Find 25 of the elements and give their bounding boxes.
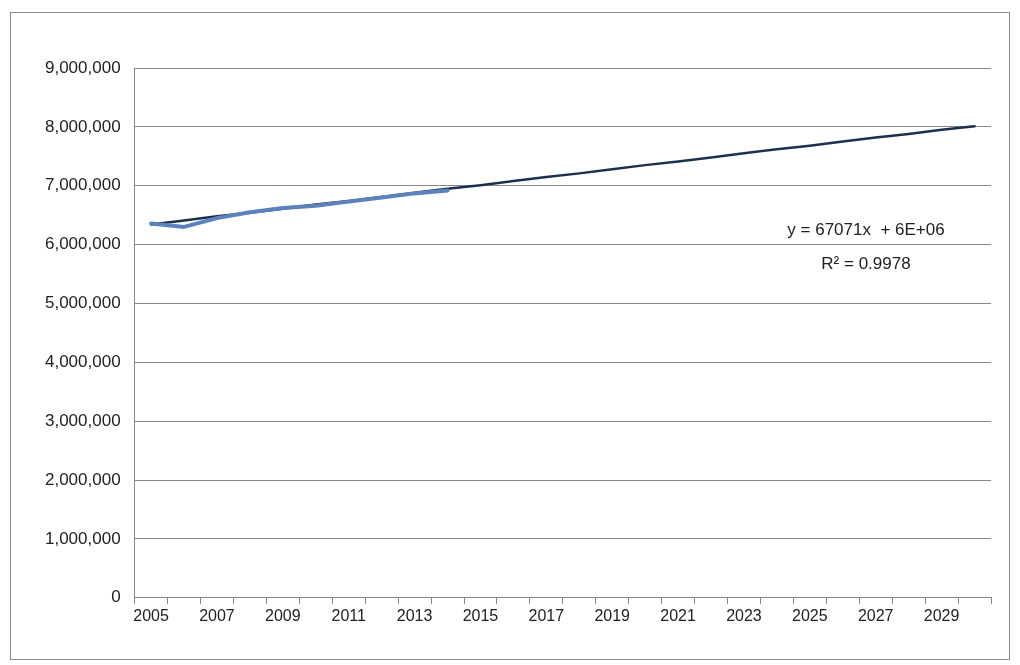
y-tick-label: 9,000,000	[44, 57, 121, 77]
x-tick-label: 2025	[792, 606, 828, 624]
x-tick-label: 2009	[265, 606, 301, 624]
x-tick-label: 2015	[462, 606, 499, 624]
y-tick-label: 1,000,000	[44, 528, 121, 548]
y-tick-label: 0	[111, 587, 121, 607]
x-tick-label: 2023	[726, 606, 762, 624]
x-tick-label: 2021	[660, 606, 696, 624]
y-tick-label: 5,000,000	[44, 293, 121, 313]
x-tick-label: 2005	[133, 606, 169, 624]
x-tick-label: 2019	[594, 606, 631, 624]
x-tick-label: 2013	[396, 606, 433, 624]
x-tick-label: 2029	[923, 606, 960, 624]
y-tick-label: 8,000,000	[44, 116, 121, 136]
y-tick-label: 3,000,000	[44, 410, 121, 430]
y-tick-label: 6,000,000	[44, 234, 121, 254]
x-tick-label: 2017	[528, 606, 565, 624]
annotation: R² = 0.9978	[821, 254, 911, 274]
x-tick-label: 2027	[857, 606, 894, 624]
annotation: y = 67071x + 6E+06	[787, 220, 945, 240]
x-tick-label: 2011	[331, 606, 367, 624]
y-tick-label: 4,000,000	[44, 352, 121, 372]
y-tick-label: 2,000,000	[44, 469, 121, 489]
x-tick-label: 2007	[199, 606, 235, 624]
y-tick-label: 7,000,000	[44, 175, 121, 195]
